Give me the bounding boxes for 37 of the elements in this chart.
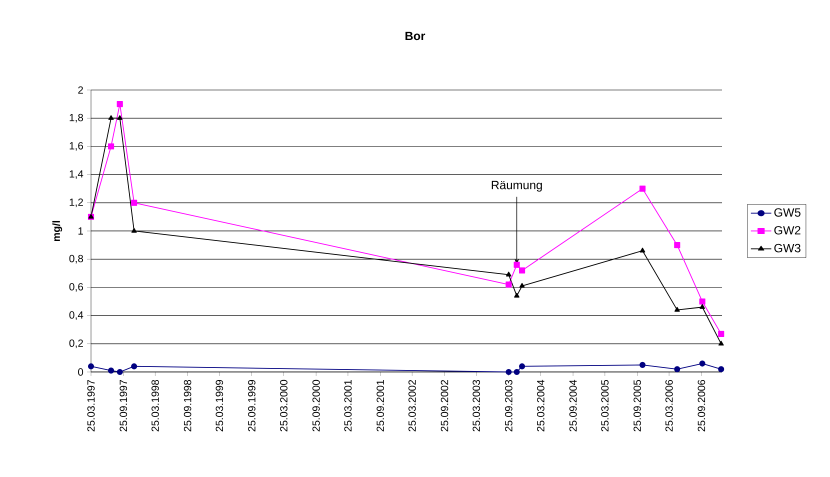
legend-label: GW2 bbox=[774, 226, 800, 235]
x-tick-label: 25.03.1998 bbox=[152, 380, 159, 432]
x-tick-label: 25.03.1999 bbox=[216, 380, 224, 432]
y-tick-label: 0,8 bbox=[69, 254, 84, 264]
y-tick-label: 1,8 bbox=[70, 114, 84, 123]
legend-label: GW5 bbox=[774, 208, 800, 217]
x-tick-label: 25.09.1999 bbox=[248, 380, 256, 432]
x-tick-label: 25.03.2001 bbox=[344, 380, 352, 432]
x-tick-label: 25.09.1998 bbox=[184, 380, 192, 432]
x-tick-label: 25.09.2001 bbox=[376, 380, 384, 432]
x-tick-label: 25.09.2004 bbox=[569, 380, 577, 432]
x-tick-label: 25.09.2006 bbox=[698, 380, 706, 432]
x-tick-label: 25.09.2002 bbox=[440, 380, 448, 432]
y-tick-label: 0,4 bbox=[69, 311, 84, 320]
x-tick-label: 25.09.2003 bbox=[504, 380, 512, 432]
y-tick-label: 1,2 bbox=[70, 198, 83, 208]
x-tick-label: 25.09.1997 bbox=[120, 380, 128, 432]
y-tick-label: 0,2 bbox=[69, 339, 83, 348]
y-tick-label: 1,4 bbox=[70, 170, 84, 179]
legend-label: GW3 bbox=[774, 244, 800, 252]
x-tick-label: 25.03.2004 bbox=[537, 380, 544, 432]
x-tick-label: 25.09.2000 bbox=[312, 380, 320, 432]
x-tick-label: 25.03.2002 bbox=[408, 380, 416, 432]
chart-title: Bor bbox=[406, 32, 426, 40]
x-tick-label: 25.03.1997 bbox=[87, 380, 95, 432]
x-tick-label: 25.09.2005 bbox=[634, 380, 641, 432]
x-tick-label: 25.03.2000 bbox=[280, 380, 288, 432]
y-tick-label: 2 bbox=[78, 86, 83, 94]
annotation: Räumung bbox=[492, 180, 542, 192]
y-tick-label: 1,6 bbox=[70, 142, 84, 151]
x-tick-label: 25.03.2006 bbox=[665, 380, 673, 432]
x-tick-label: 25.03.2003 bbox=[472, 380, 480, 432]
y-tick-label: 1 bbox=[78, 227, 83, 235]
y-axis-title: mg/l bbox=[52, 220, 62, 242]
x-tick-label: 25.03.2005 bbox=[601, 380, 609, 432]
y-tick-label: 0 bbox=[78, 368, 84, 376]
y-tick-label: 0,6 bbox=[69, 283, 84, 292]
